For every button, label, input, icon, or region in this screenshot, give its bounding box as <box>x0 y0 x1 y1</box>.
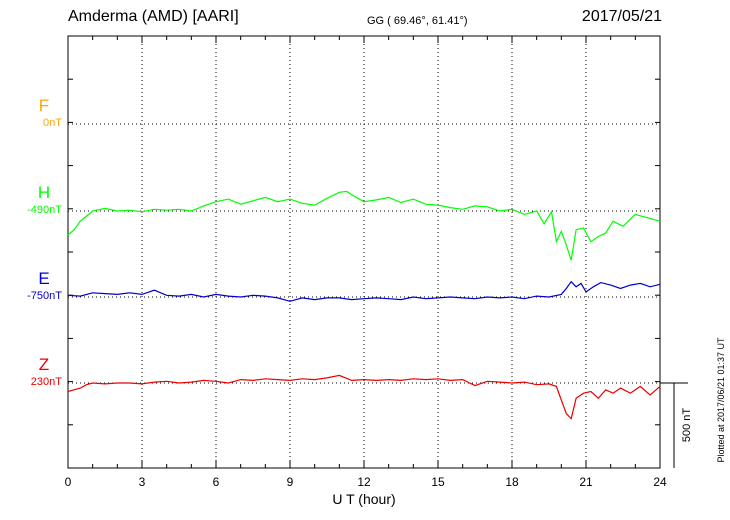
channel-baseline-f: 0nT <box>43 117 62 129</box>
channel-name-f: F <box>39 96 49 115</box>
x-tick-label: 9 <box>287 475 294 489</box>
x-tick-label: 6 <box>213 475 220 489</box>
x-tick-label: 15 <box>431 475 445 489</box>
scale-bar: 500 nT <box>660 382 693 468</box>
series-layer <box>67 190 661 420</box>
plotted-timestamp: Plotted at 2017/06/21 01:37 UT <box>716 337 726 463</box>
x-axis-label: U T (hour) <box>332 491 395 507</box>
channel-name-e: E <box>38 269 49 288</box>
x-tick-label: 3 <box>139 475 146 489</box>
plot-date: 2017/05/21 <box>581 8 662 25</box>
channel-baseline-e: -750nT <box>27 290 62 302</box>
channel-name-h: H <box>38 183 50 202</box>
series-line-h <box>67 190 661 261</box>
series-line-e <box>67 280 661 302</box>
x-axis-ticks: 0 3 6 9 12 15 18 21 24 <box>65 475 667 489</box>
grid-lines <box>68 35 660 469</box>
x-tick-label: 21 <box>579 475 593 489</box>
scale-bar-label: 500 nT <box>681 408 693 443</box>
x-tick-label: 18 <box>505 475 519 489</box>
channel-labels: F 0nT H -490nT E -750nT Z 230nT <box>27 96 62 388</box>
x-tick-label: 24 <box>653 475 667 489</box>
station-title: Amderma (AMD) [AARI] <box>68 8 239 25</box>
channel-baseline-h: -490nT <box>27 204 62 216</box>
geographic-coordinates: GG ( 69.46°, 61.41°) <box>367 15 468 27</box>
x-tick-label: 0 <box>65 475 72 489</box>
series-line-z <box>67 374 661 420</box>
channel-name-z: Z <box>39 355 49 374</box>
channel-baseline-z: 230nT <box>31 376 62 388</box>
x-tick-label: 12 <box>357 475 371 489</box>
